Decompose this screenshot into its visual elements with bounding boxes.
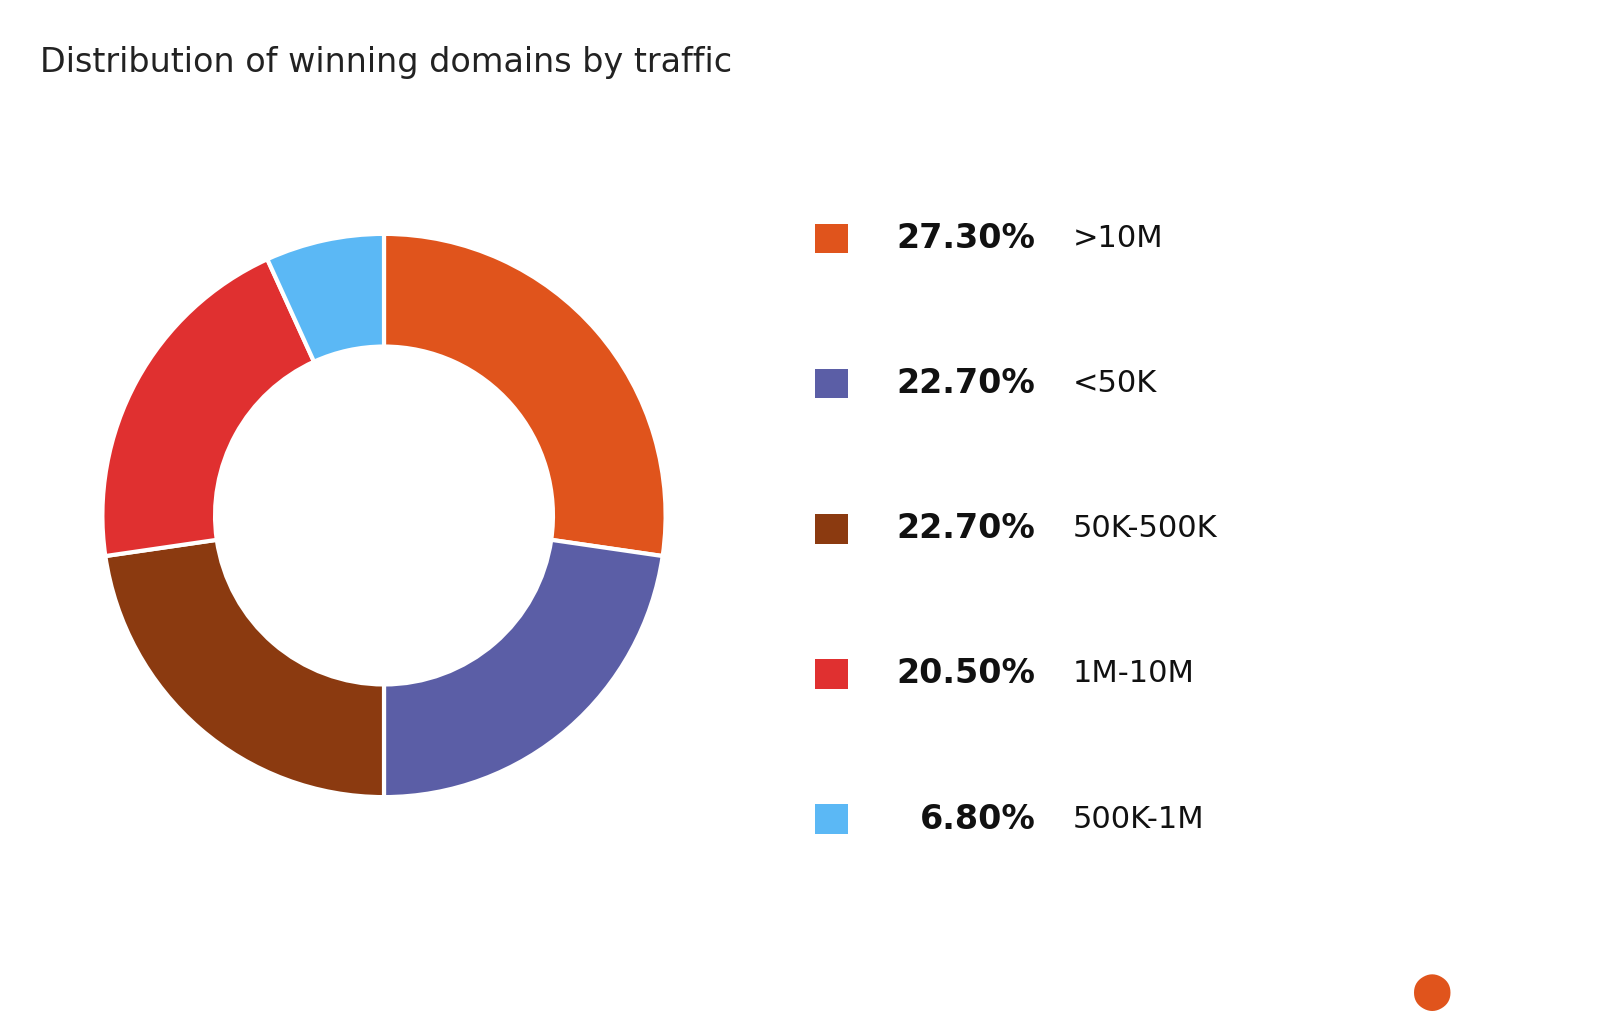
Wedge shape	[267, 234, 384, 362]
Bar	[814, 659, 848, 689]
Wedge shape	[384, 540, 662, 797]
Text: semrush.com: semrush.com	[35, 984, 157, 1001]
Text: <50K: <50K	[1072, 369, 1157, 398]
Text: 20.50%: 20.50%	[896, 658, 1035, 691]
Text: 500K-1M: 500K-1M	[1072, 804, 1203, 833]
Bar	[814, 804, 848, 834]
Text: 22.70%: 22.70%	[896, 367, 1035, 400]
Wedge shape	[384, 234, 666, 556]
Text: 27.30%: 27.30%	[896, 222, 1035, 255]
Text: SEMRUSH: SEMRUSH	[1456, 980, 1594, 1004]
Wedge shape	[102, 259, 314, 556]
Bar	[814, 369, 848, 398]
Wedge shape	[106, 540, 384, 797]
Text: Distribution of winning domains by traffic: Distribution of winning domains by traff…	[40, 46, 733, 79]
Text: >10M: >10M	[1072, 224, 1163, 253]
Text: 1M-10M: 1M-10M	[1072, 660, 1194, 689]
Text: 6.80%: 6.80%	[920, 802, 1035, 835]
Text: 50K-500K: 50K-500K	[1072, 514, 1218, 543]
Text: 22.70%: 22.70%	[896, 512, 1035, 545]
Bar	[814, 224, 848, 254]
Text: ⬤: ⬤	[1411, 974, 1453, 1010]
Bar	[814, 513, 848, 543]
